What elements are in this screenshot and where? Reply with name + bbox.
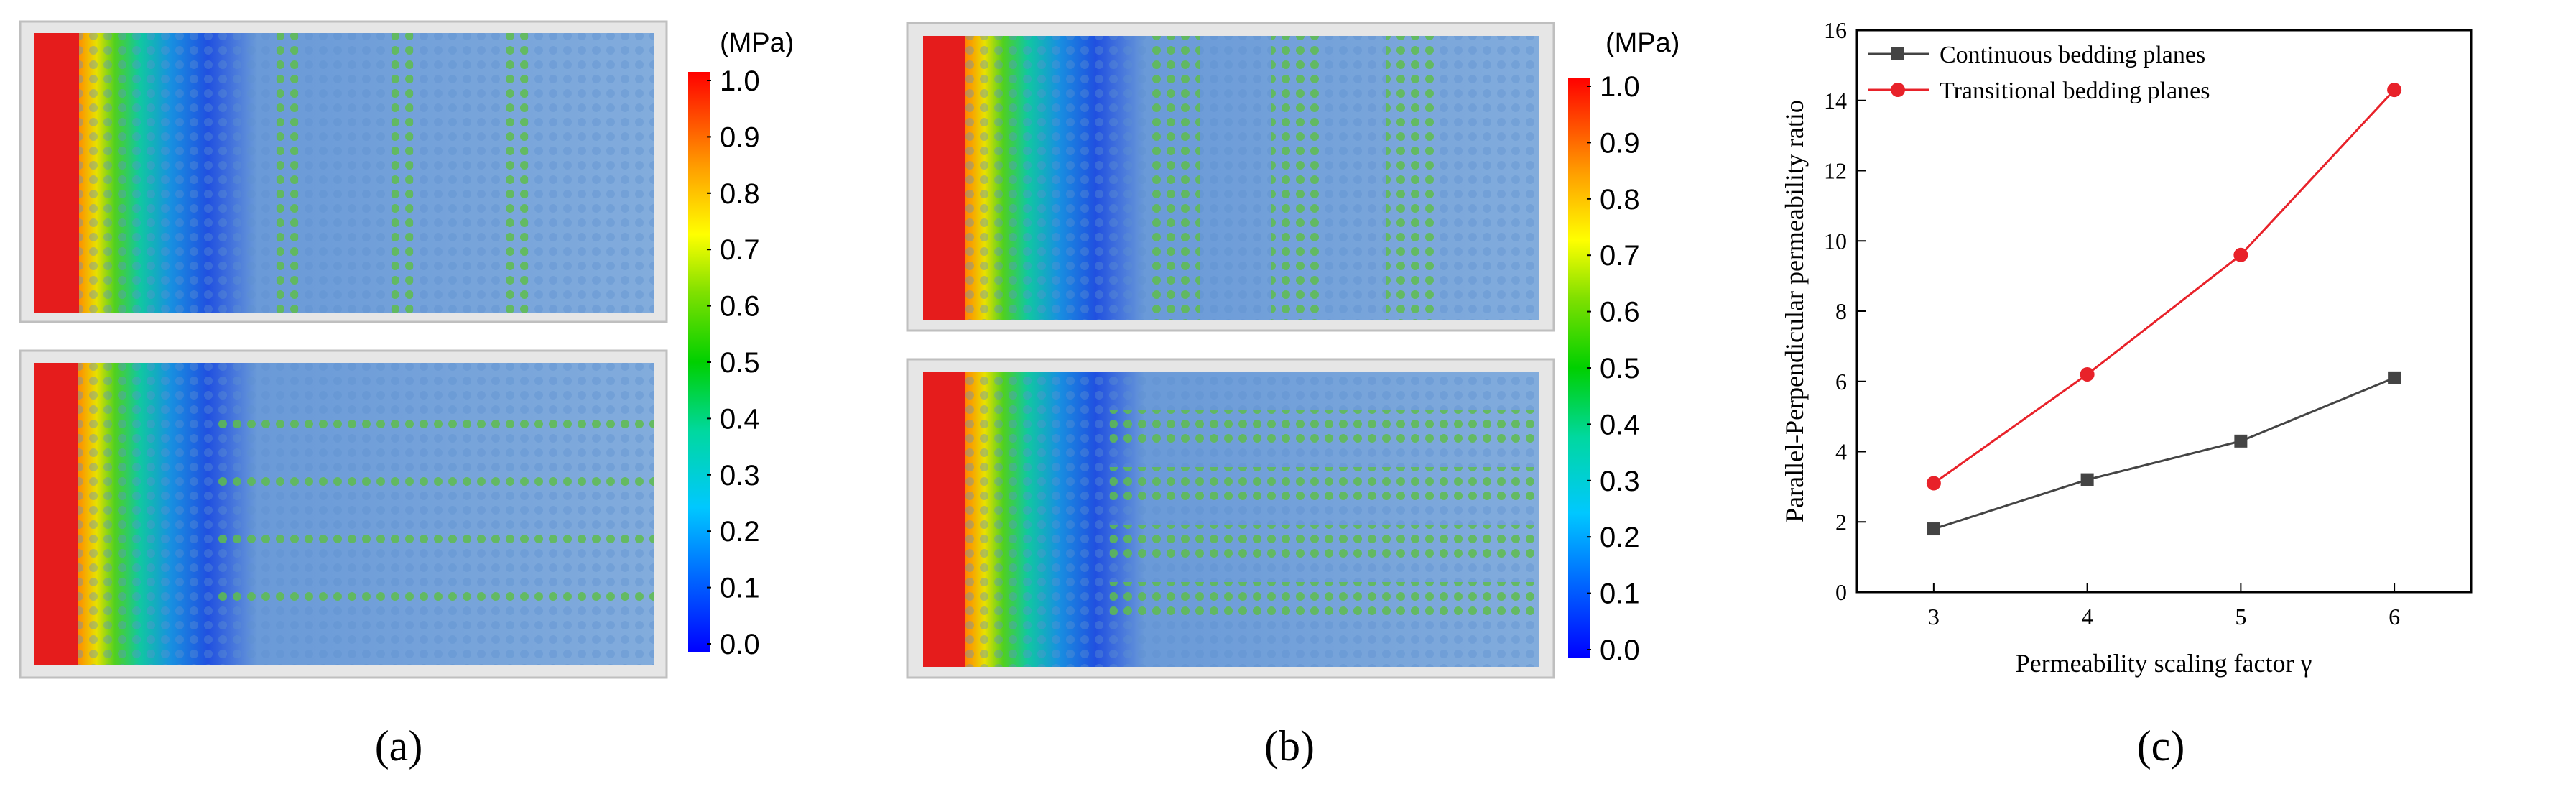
panel-a-colorbar: (MPa) 1.0 0.9 0.8 0.7 0.6 0.5 0.4 0.3 0.2 0.1 0.0 [688, 28, 794, 660]
data-point-marker [2388, 371, 2401, 384]
y-tick-label: 14 [1824, 88, 1847, 114]
y-tick-label: 16 [1824, 17, 1847, 43]
panel-a: (MPa) 1.0 0.9 0.8 0.7 0.6 0.5 0.4 0.3 0.2 0.1 0.0 [19, 20, 794, 679]
chart-x-axis-label: Permeability scaling factor γ [2016, 649, 2312, 678]
chart-y-axis-label: Parallel-Perpendicular permeability rati… [1780, 100, 1809, 522]
panel-c-chart: Permeability scaling factor γ Parallel-P… [1780, 17, 2473, 678]
colorbar-b-tick-label: 0.0 [1600, 635, 1640, 666]
colorbar-b-tick-label: 0.2 [1600, 522, 1640, 553]
colorbar-a-tick-label: 0.6 [720, 291, 760, 323]
colorbar-b-tick-label: 0.4 [1600, 409, 1640, 440]
legend-marker [1891, 83, 1905, 97]
colorbar-a-tick-label: 0.3 [720, 460, 760, 492]
data-point-marker [1926, 476, 1941, 491]
colorbar-a-tick-label: 0.5 [720, 347, 760, 379]
colorbar-b-tick-label: 0.1 [1600, 578, 1640, 610]
colorbar-b-tick-label: 0.5 [1600, 353, 1640, 384]
panel-label-a: (a) [375, 722, 423, 770]
data-point-marker [2387, 83, 2402, 98]
colorbar-b-tick-label: 0.9 [1600, 127, 1640, 159]
y-tick-label: 12 [1824, 158, 1847, 184]
colorbar-a-tick-label: 0.1 [720, 573, 760, 604]
panel-a-top-simulation [19, 20, 668, 323]
data-point-marker [2234, 434, 2248, 448]
panel-label-c: (c) [2137, 722, 2185, 770]
panel-b: (MPa) 1.0 0.9 0.8 0.7 0.6 0.5 0.4 0.3 0.2 0.1 0.0 [906, 22, 1680, 679]
colorbar-a-tick-label: 0.0 [720, 629, 760, 660]
colorbar-a-tick-label: 0.9 [720, 121, 760, 153]
y-tick-label: 10 [1824, 228, 1847, 254]
series-line-2 [1933, 89, 2396, 484]
panel-b-bottom-simulation [906, 358, 1555, 679]
x-tick-label: 6 [2389, 604, 2400, 629]
colorbar-b-tick-label: 0.8 [1600, 184, 1640, 216]
colorbar-a-unit: (MPa) [720, 28, 794, 58]
x-tick-label: 3 [1928, 604, 1940, 629]
colorbar-a-tick-label: 1.0 [720, 65, 760, 97]
data-point-marker [1927, 522, 1940, 536]
colorbar-b-tick-label: 0.3 [1600, 466, 1640, 497]
legend-entry-label: Continuous bedding planes [1940, 42, 2205, 68]
colorbar-a-tick-label: 0.8 [720, 178, 760, 210]
panel-a-bottom-simulation [19, 349, 668, 679]
colorbar-a-tick-label: 0.4 [720, 403, 760, 435]
legend-marker [1891, 47, 1904, 60]
data-point-marker [2080, 366, 2095, 382]
y-tick-label: 2 [1835, 509, 1847, 535]
y-tick-label: 6 [1835, 369, 1847, 394]
panel-b-top-simulation [906, 22, 1555, 332]
series-line-1 [1933, 377, 2395, 530]
y-tick-label: 4 [1835, 439, 1847, 465]
colorbar-a-tick-label: 0.2 [720, 516, 760, 548]
colorbar-a-tick-label: 0.7 [720, 234, 760, 266]
colorbar-b-unit: (MPa) [1606, 28, 1680, 58]
panel-b-colorbar: (MPa) 1.0 0.9 0.8 0.7 0.6 0.5 0.4 0.3 0.2 0.1 0.0 [1568, 28, 1680, 666]
colorbar-b-tick-label: 0.7 [1600, 240, 1640, 272]
legend-entry-label: Transitional bedding planes [1940, 78, 2210, 104]
y-tick-label: 0 [1835, 579, 1847, 605]
x-tick-label: 5 [2235, 604, 2246, 629]
y-tick-label: 8 [1835, 298, 1847, 324]
colorbar-b-tick-label: 1.0 [1600, 71, 1640, 103]
data-point-marker [2233, 247, 2248, 262]
panel-label-b: (b) [1264, 722, 1315, 770]
chart-plot-frame [1855, 29, 2473, 594]
data-point-marker [2080, 473, 2094, 486]
colorbar-b-tick-label: 0.6 [1600, 297, 1640, 328]
x-tick-label: 4 [2082, 604, 2093, 629]
